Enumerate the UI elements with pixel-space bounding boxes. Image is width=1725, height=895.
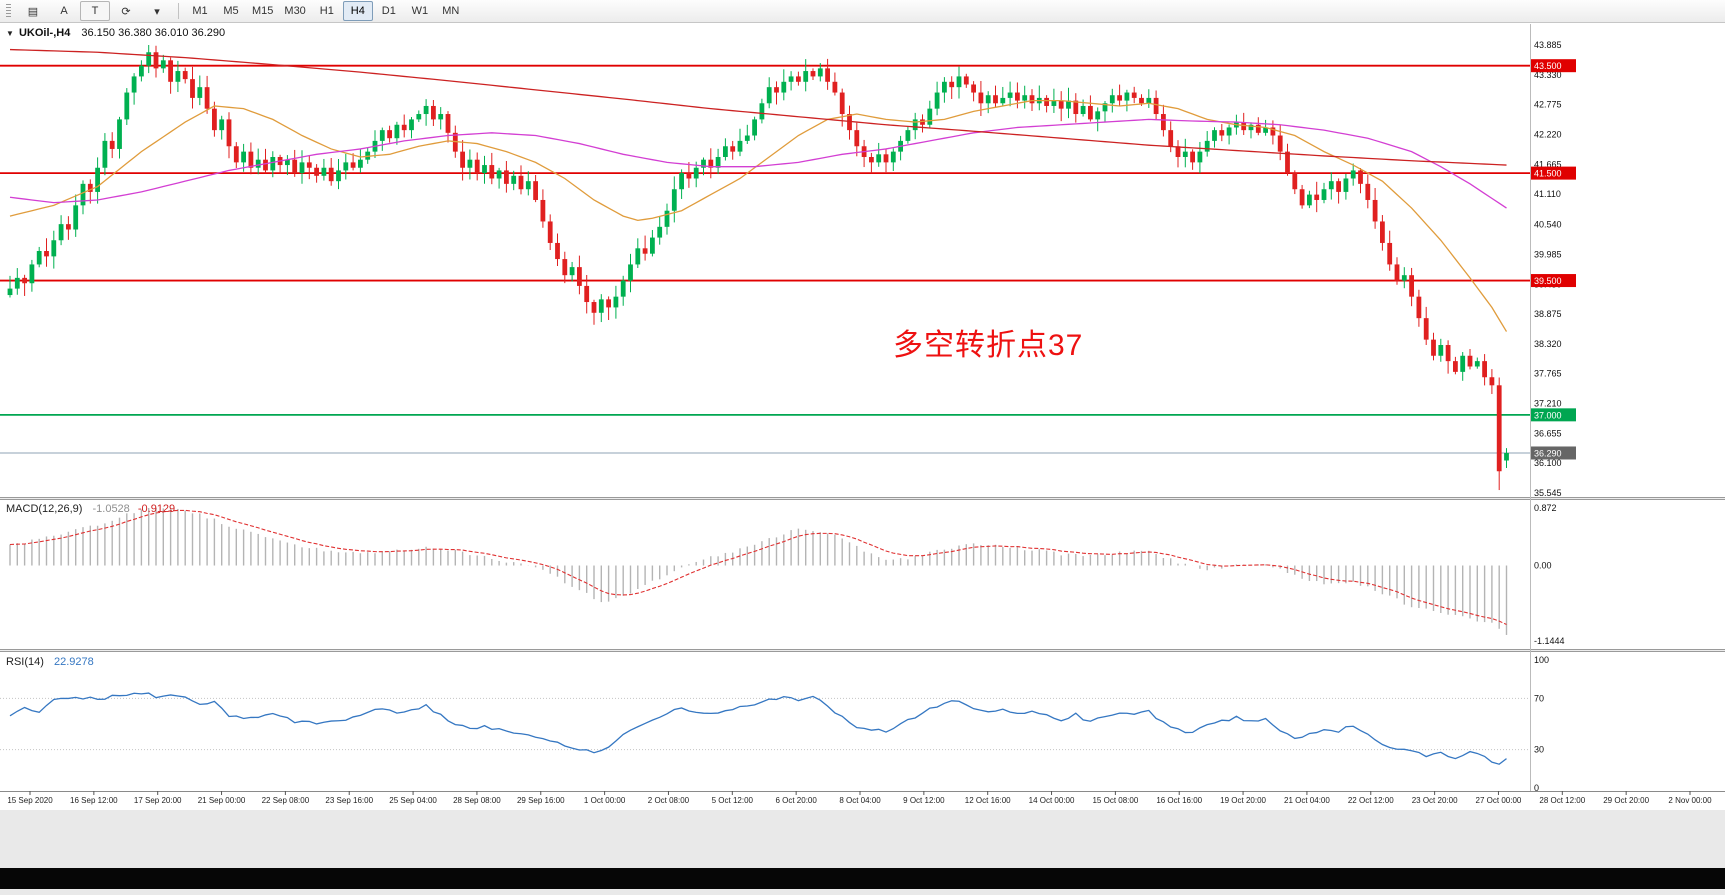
svg-text:100: 100 — [1534, 655, 1549, 665]
svg-text:42.775: 42.775 — [1534, 100, 1562, 110]
svg-text:15 Oct 08:00: 15 Oct 08:00 — [1092, 796, 1138, 805]
cycle-profiles-icon[interactable]: ⟳ — [121, 5, 131, 18]
svg-text:6 Oct 20:00: 6 Oct 20:00 — [775, 796, 817, 805]
rsi-value: 22.9278 — [53, 656, 94, 668]
chart-canvas[interactable]: 43.885 43.330 42.775 42.220 41.665 41.110 40.5… — [0, 0, 1725, 810]
macd-name: MACD(12,26,9) — [6, 503, 83, 515]
svg-text:25 Sep 04:00: 25 Sep 04:00 — [389, 796, 437, 805]
timeframe-button-h4[interactable]: H4 — [342, 1, 373, 21]
svg-text:9 Oct 12:00: 9 Oct 12:00 — [903, 796, 945, 805]
annotation-text: 多空转折点37 — [893, 329, 1084, 362]
chart-windows-icon[interactable]: ▤ — [27, 5, 39, 18]
timeframe-button-mn[interactable]: MN — [442, 5, 460, 17]
symbol-period-label: UKOil-,H4 — [18, 27, 71, 39]
timeframe-button-m5[interactable]: M5 — [223, 5, 239, 17]
svg-text:2 Oct 08:00: 2 Oct 08:00 — [648, 796, 690, 805]
macd-main-value: -1.0528 — [92, 503, 130, 515]
svg-text:5 Oct 12:00: 5 Oct 12:00 — [712, 796, 754, 805]
text-label-icon[interactable]: T — [80, 1, 110, 21]
timeframe-button-w1[interactable]: W1 — [411, 5, 429, 17]
svg-text:0: 0 — [1534, 783, 1539, 793]
svg-text:17 Sep 20:00: 17 Sep 20:00 — [134, 796, 182, 805]
svg-text:15 Sep 2020: 15 Sep 2020 — [7, 796, 53, 805]
svg-text:43.330: 43.330 — [1534, 70, 1562, 80]
svg-text:70: 70 — [1534, 693, 1544, 703]
svg-text:41.500: 41.500 — [1534, 169, 1562, 179]
bottom-strip — [0, 810, 1725, 895]
macd-label: MACD(12,26,9) -1.0528 -0.9129 — [6, 503, 175, 515]
svg-text:35.545: 35.545 — [1534, 488, 1562, 498]
svg-text:12 Oct 16:00: 12 Oct 16:00 — [965, 796, 1011, 805]
one-click-trading-icon[interactable]: ▼ — [6, 29, 14, 38]
toolbar-grip[interactable] — [6, 4, 11, 18]
svg-text:39.500: 39.500 — [1534, 276, 1562, 286]
svg-text:-1.1444: -1.1444 — [1534, 636, 1565, 646]
svg-text:38.875: 38.875 — [1534, 309, 1562, 319]
svg-text:36.290: 36.290 — [1534, 448, 1562, 458]
ohlc-values: 36.150 36.380 36.010 36.290 — [81, 27, 226, 39]
svg-text:43.885: 43.885 — [1534, 40, 1562, 50]
svg-text:41.665: 41.665 — [1534, 159, 1562, 169]
svg-text:37.210: 37.210 — [1534, 399, 1562, 409]
svg-text:14 Oct 00:00: 14 Oct 00:00 — [1029, 796, 1075, 805]
svg-text:37.000: 37.000 — [1534, 410, 1562, 420]
macd-signal-value: -0.9129 — [137, 503, 176, 515]
timeframe-button-m15[interactable]: M15 — [252, 5, 274, 17]
rsi-name: RSI(14) — [6, 656, 44, 668]
svg-text:36.100: 36.100 — [1534, 458, 1562, 468]
svg-text:43.500: 43.500 — [1534, 61, 1562, 71]
rsi-label: RSI(14) 22.9278 — [6, 656, 94, 668]
svg-text:23 Oct 20:00: 23 Oct 20:00 — [1412, 796, 1458, 805]
svg-text:16 Oct 16:00: 16 Oct 16:00 — [1156, 796, 1202, 805]
svg-text:23 Sep 16:00: 23 Sep 16:00 — [325, 796, 373, 805]
svg-text:41.110: 41.110 — [1534, 189, 1561, 199]
svg-text:37.765: 37.765 — [1534, 369, 1562, 379]
svg-text:22 Oct 12:00: 22 Oct 12:00 — [1348, 796, 1394, 805]
svg-text:29 Sep 16:00: 29 Sep 16:00 — [517, 796, 565, 805]
svg-text:30: 30 — [1534, 745, 1544, 755]
svg-text:2 Nov 00:00: 2 Nov 00:00 — [1668, 796, 1712, 805]
chart-title: ▼ UKOil-,H4 36.150 36.380 36.010 36.290 — [6, 27, 225, 39]
svg-text:21 Oct 04:00: 21 Oct 04:00 — [1284, 796, 1330, 805]
svg-text:28 Oct 12:00: 28 Oct 12:00 — [1539, 796, 1585, 805]
timeframe-button-h1[interactable]: H1 — [319, 5, 334, 17]
svg-text:28 Sep 08:00: 28 Sep 08:00 — [453, 796, 501, 805]
cursor-mode-icon[interactable]: A — [60, 5, 68, 17]
svg-text:40.540: 40.540 — [1534, 220, 1562, 230]
toolbar-icon-group: ▤ A T ⟳ ▾ — [18, 1, 172, 21]
svg-text:42.220: 42.220 — [1534, 129, 1562, 139]
toolbar: ▤ A T ⟳ ▾ M1 M5 M15 M30 H1 H4 D1 W1 MN — [0, 0, 1725, 23]
timeframe-button-group: M1 M5 M15 M30 H1 H4 D1 W1 MN — [185, 1, 466, 21]
svg-text:27 Oct 00:00: 27 Oct 00:00 — [1476, 796, 1522, 805]
timeframe-button-m30[interactable]: M30 — [284, 5, 306, 17]
svg-text:1 Oct 00:00: 1 Oct 00:00 — [584, 796, 626, 805]
profiles-caret-icon[interactable]: ▾ — [154, 5, 160, 18]
timeframe-button-m1[interactable]: M1 — [192, 5, 208, 17]
svg-text:0.00: 0.00 — [1534, 561, 1552, 571]
svg-text:16 Sep 12:00: 16 Sep 12:00 — [70, 796, 118, 805]
svg-text:8 Oct 04:00: 8 Oct 04:00 — [839, 796, 881, 805]
timeframe-button-d1[interactable]: D1 — [381, 5, 396, 17]
svg-text:21 Sep 00:00: 21 Sep 00:00 — [198, 796, 246, 805]
taskbar-strip — [0, 868, 1725, 889]
svg-text:39.985: 39.985 — [1534, 249, 1562, 259]
svg-text:38.320: 38.320 — [1534, 339, 1562, 349]
svg-text:36.655: 36.655 — [1534, 428, 1562, 438]
svg-text:29 Oct 20:00: 29 Oct 20:00 — [1603, 796, 1649, 805]
svg-text:22 Sep 08:00: 22 Sep 08:00 — [262, 796, 310, 805]
svg-text:0.872: 0.872 — [1534, 503, 1557, 513]
toolbar-separator — [178, 3, 179, 19]
svg-text:19 Oct 20:00: 19 Oct 20:00 — [1220, 796, 1266, 805]
